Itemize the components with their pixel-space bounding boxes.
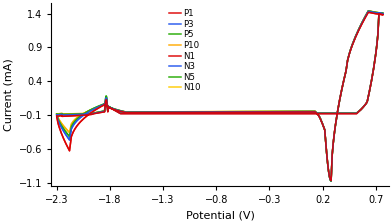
X-axis label: Potential (V): Potential (V)	[185, 211, 254, 220]
Y-axis label: Current (mA): Current (mA)	[4, 58, 13, 131]
Legend: P1, P3, P5, P10, N1, N3, N5, N10: P1, P3, P5, P10, N1, N3, N5, N10	[165, 6, 204, 96]
